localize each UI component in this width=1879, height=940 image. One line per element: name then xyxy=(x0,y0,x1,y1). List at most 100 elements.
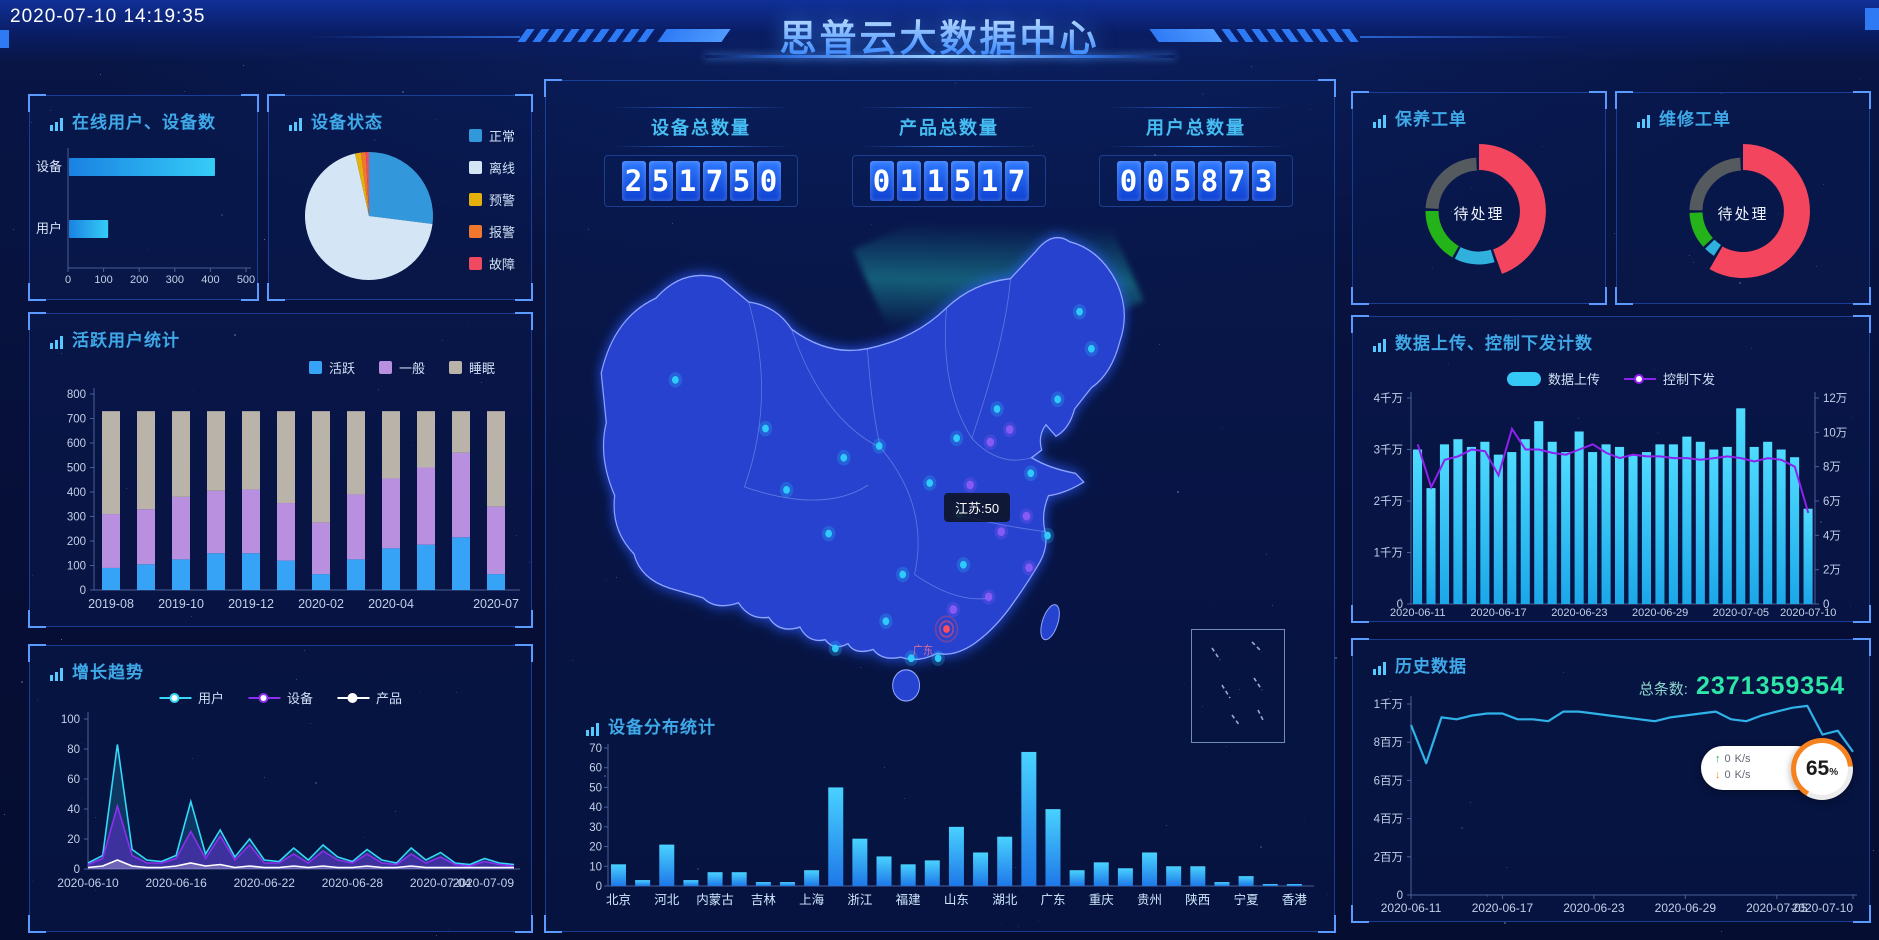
upload-download-chart[interactable]: 0 1千万 2千万 3千万 4千万 0 2万 4万 6万 8万 10万 12万 2020-06-11 20… xyxy=(1353,317,1869,621)
total-records: 总条数: 2371359354 xyxy=(1639,672,1845,701)
svg-text:2020-04: 2020-04 xyxy=(368,597,414,611)
svg-text:70: 70 xyxy=(589,743,602,755)
title-underline xyxy=(705,55,1175,58)
header-bar-right xyxy=(1149,29,1222,42)
legend-item-预警[interactable]: 预警 xyxy=(469,190,515,209)
dashboard: 2020-07-10 14:19:35 思普云大数据中心 在线用户、设备数 01… xyxy=(0,0,1879,940)
svg-text:800: 800 xyxy=(67,389,86,401)
panel-online-users-devices: 在线用户、设备数 0 100 200 300 400 500 设备 用户 xyxy=(29,95,258,300)
counter-label: 设备总数量 xyxy=(604,111,798,143)
svg-text:北京: 北京 xyxy=(606,893,631,907)
svg-text:2020-07: 2020-07 xyxy=(473,597,519,611)
legend-item-正常[interactable]: 正常 xyxy=(469,126,515,145)
header-stripes-left xyxy=(517,29,658,42)
svg-text:贵州: 贵州 xyxy=(1137,893,1162,907)
signal-bars-icon xyxy=(1373,339,1387,352)
svg-text:40: 40 xyxy=(67,804,80,816)
legend-swatch-icon xyxy=(309,361,322,374)
donut-center-label: 待处理 xyxy=(1617,203,1869,224)
star xyxy=(538,130,539,131)
upload-arrow-icon: ↑ xyxy=(1715,751,1721,767)
header-bar-left xyxy=(657,29,730,42)
legend-item-设备[interactable]: 设备 xyxy=(248,688,313,707)
panel-title: 在线用户、设备数 xyxy=(72,108,216,133)
upload-speed: 0 xyxy=(1725,751,1731,767)
svg-text:10万: 10万 xyxy=(1823,427,1847,439)
legend-label: 正常 xyxy=(489,126,515,145)
svg-text:2020-07-10: 2020-07-10 xyxy=(1780,607,1836,619)
svg-text:600: 600 xyxy=(67,438,86,450)
svg-text:8万: 8万 xyxy=(1823,462,1841,474)
panel-repair-orders: 维修工单 待处理 xyxy=(1616,92,1870,304)
svg-text:福建: 福建 xyxy=(896,892,922,907)
china-map[interactable]: 广东 xyxy=(576,193,1216,738)
legend-item-报警[interactable]: 报警 xyxy=(469,222,515,241)
legend-swatch-icon xyxy=(469,129,482,142)
counter-label: 产品总数量 xyxy=(852,111,1046,143)
panel-maintenance-orders: 保养工单 待处理 xyxy=(1352,92,1606,304)
svg-text:0: 0 xyxy=(65,274,71,286)
svg-text:12万: 12万 xyxy=(1823,393,1847,405)
svg-text:4百万: 4百万 xyxy=(1374,814,1403,826)
svg-text:2020-06-29: 2020-06-29 xyxy=(1632,607,1688,619)
svg-text:2020-07-10: 2020-07-10 xyxy=(1792,901,1854,915)
svg-text:50: 50 xyxy=(589,782,602,794)
svg-text:6万: 6万 xyxy=(1823,496,1841,508)
legend-item-产品[interactable]: 产品 xyxy=(337,688,402,707)
svg-text:2020-06-16: 2020-06-16 xyxy=(145,876,207,890)
svg-text:2020-06-11: 2020-06-11 xyxy=(1390,607,1445,619)
panel-title: 数据上传、控制下发计数 xyxy=(1395,329,1593,354)
header-right-chip xyxy=(1865,8,1879,30)
signal-bars-icon xyxy=(50,336,64,349)
legend-item-数据上传[interactable]: 数据上传 xyxy=(1507,369,1600,388)
legend-item-用户[interactable]: 用户 xyxy=(159,688,224,707)
svg-text:300: 300 xyxy=(67,512,86,524)
svg-text:香港: 香港 xyxy=(1282,893,1308,907)
svg-text:3千万: 3千万 xyxy=(1374,444,1403,457)
clock: 2020-07-10 14:19:35 xyxy=(10,6,205,28)
svg-text:重庆: 重庆 xyxy=(1089,892,1115,907)
svg-text:2019-08: 2019-08 xyxy=(88,597,134,611)
counter-digit: 3 xyxy=(1252,161,1276,201)
legend-label: 报警 xyxy=(489,222,515,241)
svg-text:宁夏: 宁夏 xyxy=(1234,892,1260,907)
svg-text:100: 100 xyxy=(94,274,112,286)
legend-item-离线[interactable]: 离线 xyxy=(469,158,515,177)
panel-title: 历史数据 xyxy=(1395,652,1467,677)
download-speed: 0 xyxy=(1725,767,1731,783)
svg-text:内蒙古: 内蒙古 xyxy=(696,892,734,907)
legend-label: 睡眠 xyxy=(469,358,495,377)
svg-text:2万: 2万 xyxy=(1823,565,1841,577)
svg-text:2020-06-17: 2020-06-17 xyxy=(1472,901,1534,915)
svg-text:2020-07-09: 2020-07-09 xyxy=(453,876,515,890)
legend-item-活跃[interactable]: 活跃 xyxy=(309,358,355,377)
signal-bars-icon xyxy=(50,668,64,681)
panel-title: 活跃用户统计 xyxy=(72,326,180,351)
device-distribution-chart[interactable]: 0 10 20 30 40 50 60 70 北京 河北 内蒙古 吉林 上海 浙江 福建 山东 湖北 广东 重庆 贵州… xyxy=(566,736,1316,926)
star xyxy=(1873,850,1874,851)
star xyxy=(436,935,437,936)
header-stripes-right xyxy=(1221,29,1362,42)
donut-center-label: 待处理 xyxy=(1353,203,1605,224)
legend-swatch-icon xyxy=(469,193,482,206)
star xyxy=(1721,931,1722,932)
percent-gauge: 65% xyxy=(1791,738,1853,800)
svg-text:山东: 山东 xyxy=(944,893,969,907)
legend-item-控制下发[interactable]: 控制下发 xyxy=(1624,369,1715,388)
legend-item-一般[interactable]: 一般 xyxy=(379,358,425,377)
svg-text:8百万: 8百万 xyxy=(1374,737,1403,749)
panel-device-status: 设备状态 正常 离线 预警 报警 故障 xyxy=(268,95,532,300)
device-status-legend: 正常离线预警报警故障 xyxy=(469,126,515,273)
star xyxy=(243,65,244,66)
legend-item-睡眠[interactable]: 睡眠 xyxy=(449,358,495,377)
star xyxy=(61,639,62,640)
south-china-sea-inset xyxy=(1191,629,1285,743)
legend-item-故障[interactable]: 故障 xyxy=(469,254,515,273)
svg-text:2019-10: 2019-10 xyxy=(158,597,204,611)
svg-text:500: 500 xyxy=(237,274,255,286)
svg-text:用户: 用户 xyxy=(36,221,62,236)
svg-text:湖北: 湖北 xyxy=(992,892,1018,907)
star xyxy=(264,239,265,240)
legend-label: 一般 xyxy=(399,358,425,377)
star xyxy=(1335,657,1337,659)
